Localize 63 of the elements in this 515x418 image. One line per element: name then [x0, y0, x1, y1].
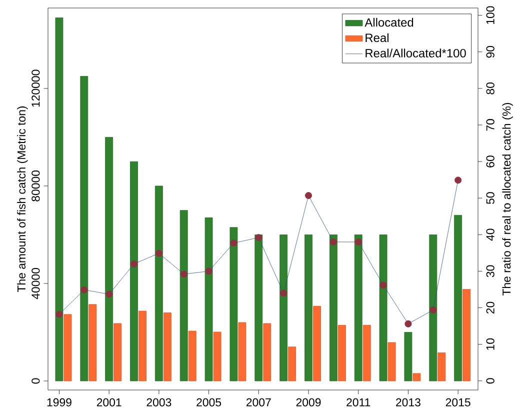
x-tick-label: 2015 — [446, 398, 470, 406]
legend-label: Real — [366, 33, 388, 42]
bar — [105, 137, 114, 382]
y2-tick-label: 100 — [486, 6, 494, 24]
y-tick-label: 0 — [32, 378, 40, 384]
y2-tick-label: 30 — [486, 265, 494, 278]
bar — [154, 186, 163, 382]
bar — [404, 332, 412, 382]
bar — [438, 352, 446, 382]
bar — [462, 289, 471, 382]
bar — [80, 76, 88, 382]
y2-tick-label: 80 — [486, 82, 494, 94]
bar — [288, 346, 296, 382]
legend-label: Allocated — [364, 18, 414, 27]
bar — [114, 323, 122, 382]
y-tick-label: 80000 — [32, 170, 40, 202]
bar — [429, 234, 438, 382]
x-tick-label: 2013 — [396, 398, 420, 406]
y-tick-label: 120000 — [32, 70, 40, 107]
legend-label: Real/Allocated*100 — [366, 48, 466, 58]
y-tick-label: 40000 — [32, 268, 40, 300]
bar — [213, 332, 222, 382]
bar — [254, 234, 263, 382]
y2-tick-label: 20 — [486, 302, 494, 314]
bar — [188, 330, 196, 382]
bar — [130, 161, 138, 382]
bar — [55, 18, 64, 382]
bar — [313, 306, 321, 382]
bar — [454, 215, 462, 382]
y2-tick-label: 90 — [486, 46, 494, 58]
bar — [388, 342, 396, 382]
bar — [138, 310, 146, 382]
bar — [280, 234, 288, 382]
x-tick-label: 2007 — [246, 398, 271, 406]
y2-tick-label: 10 — [486, 338, 494, 350]
bar — [412, 373, 421, 382]
bar — [362, 324, 371, 382]
bar — [238, 322, 246, 382]
x-tick-label: 2001 — [96, 398, 122, 406]
bar — [88, 304, 97, 382]
y2-tick-label: 40 — [486, 228, 494, 241]
bar — [354, 234, 362, 382]
bar — [338, 324, 346, 382]
bar — [180, 210, 188, 382]
bar — [329, 234, 338, 382]
bar — [304, 234, 312, 382]
x-tick-label: 2009 — [296, 398, 321, 406]
x-tick-label: 2011 — [346, 398, 370, 406]
bar — [163, 312, 172, 382]
y2-tick-label: 0 — [486, 378, 494, 384]
y2-tick-label: 70 — [486, 119, 494, 131]
y2-tick-label: 60 — [486, 156, 494, 168]
bar — [204, 217, 213, 382]
y2-axis-title: The ratio of real to allocated catch (%) — [502, 102, 513, 296]
x-tick-label: 2005 — [196, 398, 222, 406]
x-tick-label: 1999 — [47, 398, 72, 406]
bar — [263, 323, 272, 382]
bar — [230, 227, 238, 382]
y2-tick-label: 50 — [486, 192, 494, 204]
bar — [379, 234, 388, 382]
x-tick-label: 2003 — [146, 398, 172, 406]
y-axis-title: The amount of fish catch (Metric ton) — [17, 106, 28, 292]
bar — [64, 314, 72, 382]
